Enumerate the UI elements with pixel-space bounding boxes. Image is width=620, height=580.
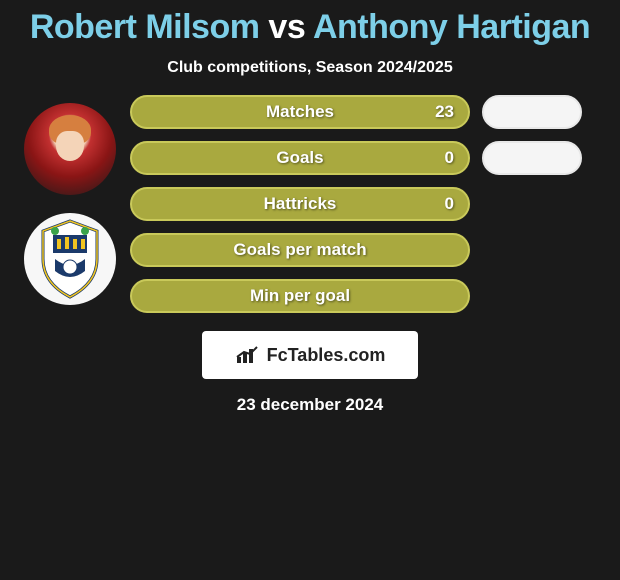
player2-crest <box>24 213 116 305</box>
stat-value: 0 <box>445 194 454 214</box>
stat-row: Min per goal <box>130 279 600 313</box>
stat-row: Matches23 <box>130 95 600 129</box>
brand-badge: FcTables.com <box>202 331 418 379</box>
chart-icon <box>235 345 261 365</box>
player1-avatar <box>24 103 116 195</box>
content-area: Matches23Goals0Hattricks0Goals per match… <box>0 95 620 313</box>
brand-text: FcTables.com <box>267 345 386 366</box>
avatars-column <box>10 95 130 313</box>
subtitle: Club competitions, Season 2024/2025 <box>0 59 620 77</box>
stat-label: Hattricks <box>132 194 468 214</box>
stat-bar-main: Goals per match <box>130 233 470 267</box>
stat-bar-main: Goals0 <box>130 141 470 175</box>
comparison-title: Robert Milsom vs Anthony Hartigan <box>0 0 620 47</box>
stat-label: Min per goal <box>132 286 468 306</box>
stat-bar-main: Hattricks0 <box>130 187 470 221</box>
stat-label: Goals <box>132 148 468 168</box>
stat-bar-main: Min per goal <box>130 279 470 313</box>
stat-row: Goals per match <box>130 233 600 267</box>
date-text: 23 december 2024 <box>0 395 620 415</box>
stat-label: Goals per match <box>132 240 468 260</box>
crest-icon <box>35 219 105 299</box>
stat-bar-secondary <box>482 141 582 175</box>
stat-bar-main: Matches23 <box>130 95 470 129</box>
stat-row: Hattricks0 <box>130 187 600 221</box>
stat-bar-secondary <box>482 95 582 129</box>
player2-name: Anthony Hartigan <box>313 8 590 46</box>
player1-name: Robert Milsom <box>30 8 260 46</box>
stats-bars: Matches23Goals0Hattricks0Goals per match… <box>130 95 620 313</box>
stat-value: 0 <box>445 148 454 168</box>
stat-value: 23 <box>435 102 454 122</box>
vs-text: vs <box>268 8 305 46</box>
stat-row: Goals0 <box>130 141 600 175</box>
stat-label: Matches <box>132 102 468 122</box>
